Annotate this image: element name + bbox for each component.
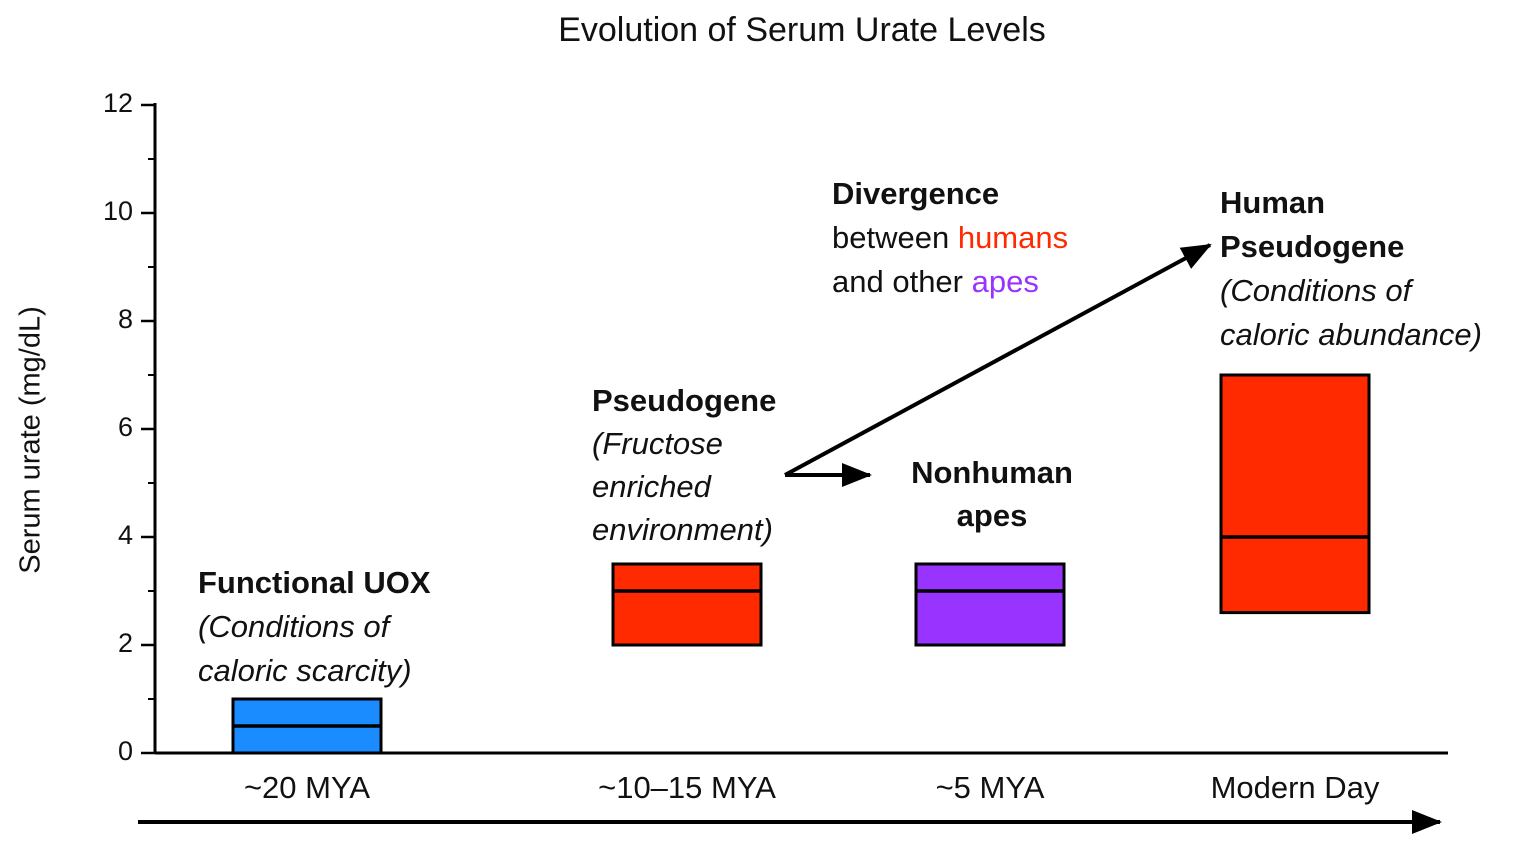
- annotation-line: apes: [957, 498, 1028, 533]
- y-tick-label: 4: [118, 520, 133, 550]
- y-tick-label: 0: [118, 736, 133, 766]
- annotation-text: between: [832, 220, 958, 255]
- y-tick-label: 10: [103, 196, 133, 226]
- annotation-text: environment): [592, 512, 773, 547]
- annotation-line: caloric abundance): [1220, 317, 1482, 352]
- x-tick-label: ~5 MYA: [936, 770, 1045, 805]
- annotation-text: (Conditions of: [1220, 273, 1415, 308]
- range-box: [1219, 373, 1371, 615]
- annotation-text: apes: [957, 498, 1028, 533]
- annotation-text: Divergence: [832, 176, 999, 211]
- annotation-line: and other apes: [832, 264, 1039, 299]
- annotation-line: Divergence: [832, 176, 999, 211]
- annotation-text: Nonhuman: [911, 455, 1073, 490]
- annotation-text: (Conditions of: [198, 609, 393, 644]
- annotation-text: Human: [1220, 185, 1325, 220]
- annotation-line: Human: [1220, 185, 1325, 220]
- annotation-line: caloric scarcity): [198, 653, 412, 688]
- annotation-line: (Fructose: [592, 426, 723, 461]
- annotation-text: Functional UOX: [198, 565, 431, 600]
- annotation-line: between humans: [832, 220, 1068, 255]
- range-box: [611, 562, 763, 647]
- annotation-text: and other: [832, 264, 972, 299]
- x-tick-label: ~20 MYA: [244, 770, 370, 805]
- annotation-text: apes: [972, 264, 1039, 299]
- arrow-human: [784, 243, 1212, 477]
- annotation-line: Pseudogene: [1220, 229, 1404, 264]
- y-tick-label: 8: [118, 304, 133, 334]
- annotation-text: caloric scarcity): [198, 653, 412, 688]
- x-tick-label: Modern Day: [1211, 770, 1380, 805]
- annotation-text: Pseudogene: [1220, 229, 1404, 264]
- annotation-text: humans: [958, 220, 1068, 255]
- annotation-line: enriched: [592, 469, 713, 504]
- y-tick-label: 6: [118, 412, 133, 442]
- annotation-text: enriched: [592, 469, 713, 504]
- annotation-line: Nonhuman: [911, 455, 1073, 490]
- annotation-text: (Fructose: [592, 426, 723, 461]
- annotation-text: caloric abundance): [1220, 317, 1482, 352]
- range-box: [914, 562, 1066, 647]
- annotation-text: Pseudogene: [592, 383, 776, 418]
- y-axis-label: Serum urate (mg/dL): [15, 306, 47, 574]
- y-tick-label: 2: [118, 628, 133, 658]
- annotation-line: (Conditions of: [1220, 273, 1415, 308]
- chart-title: Evolution of Serum Urate Levels: [558, 11, 1046, 49]
- y-tick-label: 12: [103, 88, 133, 118]
- annotation-line: environment): [592, 512, 773, 547]
- x-tick-label: ~10–15 MYA: [598, 770, 776, 805]
- annotation-line: Pseudogene: [592, 383, 776, 418]
- annotation-line: Functional UOX: [198, 565, 431, 600]
- annotation-line: (Conditions of: [198, 609, 393, 644]
